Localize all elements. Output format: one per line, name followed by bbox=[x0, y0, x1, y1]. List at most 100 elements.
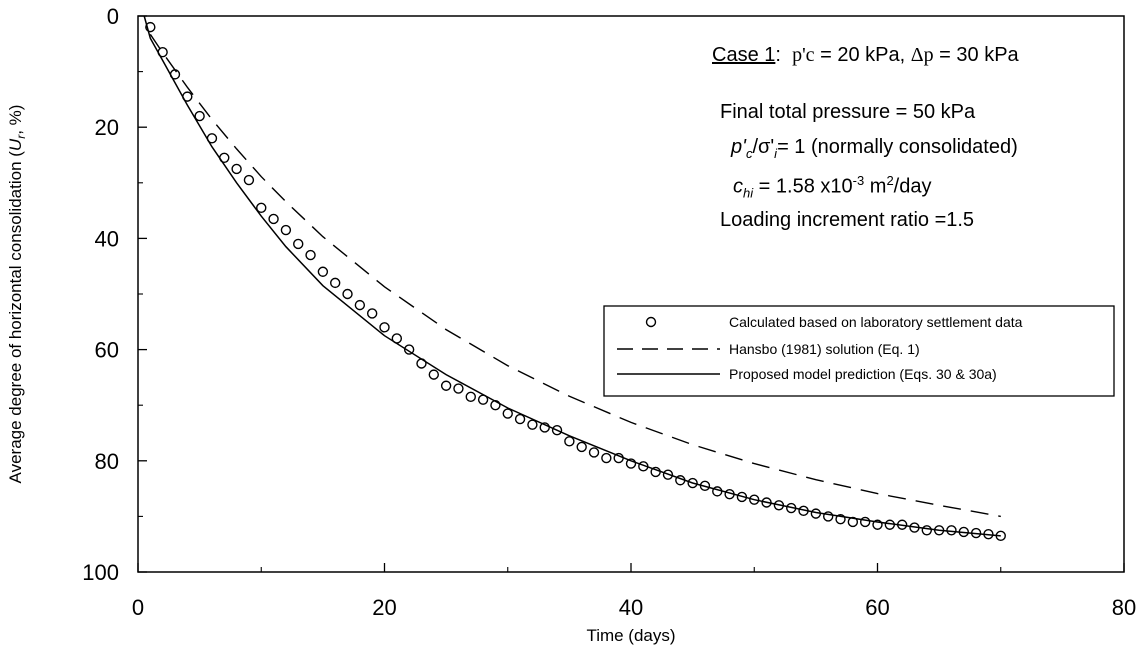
lab-data-point bbox=[428, 369, 439, 380]
lab-data-point bbox=[872, 519, 883, 530]
lab-data-point bbox=[933, 525, 945, 536]
ratio-p: p' bbox=[731, 136, 746, 158]
legend-label-lab: Calculated based on laboratory settlemen… bbox=[729, 314, 1023, 330]
lab-data-point bbox=[662, 469, 674, 480]
lab-data-point bbox=[749, 494, 760, 505]
lab-data-point bbox=[354, 299, 366, 311]
lab-data-point bbox=[712, 486, 723, 497]
chi-m: m bbox=[864, 175, 887, 198]
lab-data-point bbox=[231, 163, 242, 175]
lab-data-point bbox=[268, 213, 279, 225]
dp-value: = 30 kPa bbox=[933, 44, 1019, 66]
lab-data-point bbox=[638, 461, 649, 472]
lab-data-point bbox=[539, 422, 550, 433]
lab-data-point bbox=[798, 505, 809, 517]
lab-data-series bbox=[145, 21, 1006, 542]
chi-m-exp: 2 bbox=[886, 173, 894, 188]
dp-symbol: Δp bbox=[910, 44, 934, 66]
lab-data-point bbox=[206, 133, 218, 144]
lab-data-point bbox=[502, 408, 513, 419]
lab-data-point bbox=[970, 527, 982, 539]
lab-data-point bbox=[145, 21, 156, 33]
lab-data-point bbox=[305, 249, 316, 261]
hansbo-series bbox=[149, 33, 1001, 518]
lab-data-point bbox=[514, 413, 526, 425]
lab-data-point bbox=[859, 516, 871, 528]
final-pressure-line: Final total pressure = 50 kPa bbox=[720, 101, 975, 124]
lab-data-point bbox=[527, 419, 538, 430]
chi-unit: /day bbox=[893, 175, 932, 198]
lab-data-point bbox=[194, 110, 205, 122]
lab-data-point bbox=[551, 425, 563, 436]
lab-data-point bbox=[946, 525, 957, 536]
final-pressure-text: Final total pressure = 50 kPa bbox=[720, 101, 976, 123]
case-colon: : bbox=[775, 44, 781, 66]
x-axis-ticks: 0 20 40 60 80 bbox=[132, 563, 1136, 620]
lab-data-point bbox=[810, 508, 822, 519]
lab-data-point bbox=[280, 224, 292, 236]
lab-data-point bbox=[342, 288, 353, 300]
y-tick-label: 80 bbox=[95, 449, 119, 474]
lab-data-point bbox=[761, 497, 772, 508]
ratio-line: p'c/σ'i= 1 (normally consolidated) bbox=[731, 136, 1018, 161]
lab-data-point bbox=[243, 174, 255, 186]
lab-data-point bbox=[724, 488, 735, 500]
lab-data-point bbox=[736, 491, 748, 503]
x-tick-label: 80 bbox=[1112, 595, 1136, 620]
lab-data-point bbox=[847, 516, 859, 528]
lab-data-point bbox=[995, 530, 1006, 542]
lab-data-point bbox=[625, 458, 637, 469]
pc-value: = 20 kPa, bbox=[814, 44, 911, 66]
ratio-rest: = 1 (normally consolidated) bbox=[777, 136, 1018, 158]
legend-marker-lab bbox=[645, 316, 657, 328]
y-axis-title-prefix: Average degree of horizontal consolidati… bbox=[6, 151, 25, 484]
lab-data-point bbox=[613, 452, 624, 464]
chi-sub: hi bbox=[743, 185, 754, 201]
lab-data-point bbox=[773, 500, 785, 511]
legend-label-hansbo: Hansbo (1981) solution (Eq. 1) bbox=[729, 341, 920, 357]
lab-data-point bbox=[564, 436, 575, 447]
loading-ratio-line: Loading increment ratio =1.5 bbox=[720, 209, 974, 232]
y-axis-title-var: U bbox=[6, 138, 25, 151]
lab-data-point bbox=[823, 511, 834, 522]
y-tick-label: 60 bbox=[95, 338, 119, 363]
lab-data-point bbox=[366, 308, 378, 319]
x-tick-label: 0 bbox=[132, 595, 144, 620]
y-axis-ticks: 0 20 40 60 80 100 bbox=[82, 4, 147, 585]
legend: Calculated based on laboratory settlemen… bbox=[603, 305, 1115, 397]
lab-data-point bbox=[786, 502, 797, 514]
lab-data-point bbox=[490, 400, 501, 411]
lab-data-point bbox=[465, 391, 476, 403]
lab-data-point bbox=[477, 394, 489, 405]
y-axis-title: Average degree of horizontal consolidati… bbox=[6, 105, 28, 484]
lab-data-point bbox=[588, 447, 600, 458]
lab-data-point bbox=[983, 528, 994, 540]
x-axis-title: Time (days) bbox=[586, 626, 675, 645]
lab-data-point bbox=[884, 519, 896, 530]
y-tick-label: 20 bbox=[95, 115, 119, 140]
chi-value: = 1.58 x10 bbox=[753, 175, 853, 198]
x-tick-label: 40 bbox=[619, 595, 643, 620]
model-series bbox=[143, 15, 1001, 537]
lab-data-point bbox=[219, 152, 230, 163]
y-axis-title-sub: r bbox=[14, 134, 28, 139]
y-tick-label: 100 bbox=[82, 560, 119, 585]
y-axis-title-suffix: , %) bbox=[6, 105, 25, 135]
legend-box bbox=[603, 305, 1115, 397]
lab-data-point bbox=[169, 69, 181, 80]
chi-exp: -3 bbox=[852, 173, 865, 188]
case-line: Case 1: p'c = 20 kPa, Δp = 30 kPa bbox=[712, 44, 1019, 67]
lab-data-point bbox=[921, 525, 932, 536]
chi-c: c bbox=[733, 175, 743, 198]
chi-line: chi = 1.58 x10-3 m2/day bbox=[733, 173, 931, 201]
lab-data-point bbox=[601, 452, 612, 464]
lab-data-point bbox=[909, 522, 920, 533]
lab-data-point bbox=[835, 513, 846, 525]
loading-ratio-text: Loading increment ratio =1.5 bbox=[720, 209, 975, 231]
lab-data-point bbox=[687, 477, 698, 489]
lab-data-point bbox=[958, 526, 969, 538]
lab-data-point bbox=[416, 358, 427, 369]
plot-frame bbox=[137, 15, 1125, 573]
pc-symbol: p'c bbox=[792, 44, 815, 66]
